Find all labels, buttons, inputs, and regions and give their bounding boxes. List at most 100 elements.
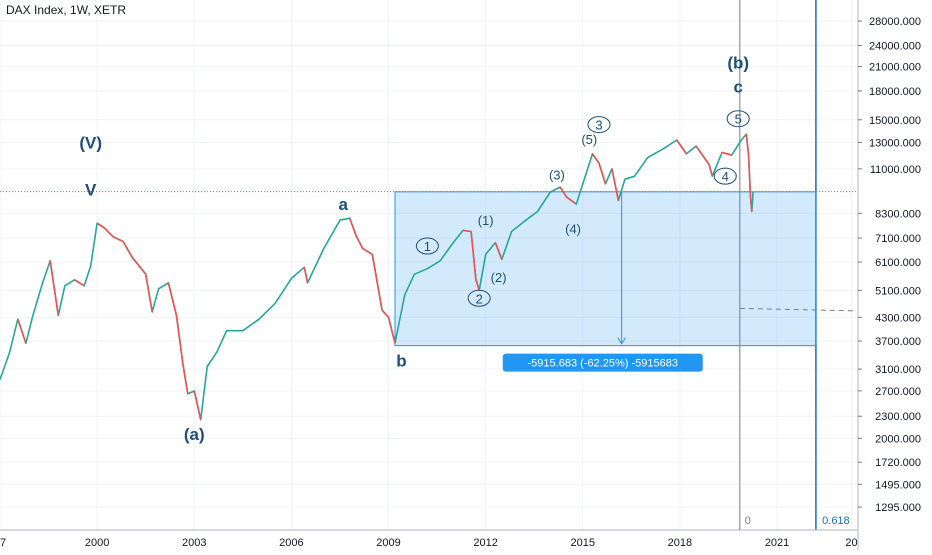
wave-labels: (V) V (a) a b 1 2 (1) (2) (3) (4) (5)3 4 5 c (b) xyxy=(79,54,750,444)
price-tick-label: 3100.000 xyxy=(875,364,921,376)
wave-label: V xyxy=(85,180,97,199)
price-down-segment xyxy=(96,222,105,228)
price-down-segment xyxy=(49,260,60,316)
price-down-segment xyxy=(122,241,134,259)
price-down-segment xyxy=(175,315,184,365)
price-tick-label: 2700.000 xyxy=(875,386,921,398)
fib-zone-label: 0 xyxy=(745,515,751,527)
price-down-segment xyxy=(112,236,124,243)
price-down-segment xyxy=(303,267,309,283)
time-tick-label: 2012 xyxy=(473,537,497,549)
price-down-segment xyxy=(745,134,750,156)
price-down-segment xyxy=(591,153,600,164)
wave-label: b xyxy=(396,352,406,371)
wave-label: (5) xyxy=(581,132,597,147)
wave-label: 2 xyxy=(476,291,483,306)
price-down-segment xyxy=(695,145,710,166)
wave-label: 1 xyxy=(424,239,431,254)
price-down-segment xyxy=(381,309,390,318)
time-tick-label: 97 xyxy=(0,537,6,549)
price-down-segment xyxy=(362,247,373,256)
price-down-segment xyxy=(566,196,577,205)
price-tick-label: 1295.000 xyxy=(875,502,921,514)
wave-circle xyxy=(467,289,491,307)
price-down-segment xyxy=(611,168,620,201)
price-down-segment xyxy=(721,151,732,156)
wave-label: (1) xyxy=(478,213,494,228)
price-down-segment xyxy=(371,254,383,311)
price-axis-bg xyxy=(858,0,932,550)
measure-box: -5915.683 (-62.25%) -5915683 xyxy=(394,191,817,372)
price-down-segment xyxy=(103,226,114,238)
wave-circle xyxy=(726,110,750,128)
fib-zone-label: 0.618 xyxy=(822,515,850,527)
time-tick-label: 2006 xyxy=(279,537,303,549)
wave-label: 5 xyxy=(735,112,742,127)
price-tick-label: 18000.000 xyxy=(869,86,921,98)
wave-label: 3 xyxy=(595,118,602,133)
measure-label: -5915.683 (-62.25%) -5915683 xyxy=(528,358,678,370)
price-down-segment xyxy=(462,229,472,233)
wave-label: (a) xyxy=(184,425,205,444)
wave-label: (2) xyxy=(491,270,507,285)
price-down-segment xyxy=(470,231,477,280)
chart-title: DAX Index, 1W, XETR xyxy=(6,3,127,17)
price-down-segment xyxy=(17,318,27,344)
wave-label: (3) xyxy=(549,168,565,183)
price-down-segment xyxy=(676,139,688,155)
price-down-segment xyxy=(387,317,396,344)
grid xyxy=(0,0,858,530)
measure-rect xyxy=(394,191,817,347)
wave-label: (V) xyxy=(79,134,102,153)
price-down-segment xyxy=(167,282,178,316)
price-down-segment xyxy=(355,235,364,249)
price-down-segment xyxy=(747,155,752,198)
price-tick-label: 6100.000 xyxy=(875,257,921,269)
wave-circle xyxy=(587,116,611,134)
price-down-segment xyxy=(598,162,607,185)
time-tick-label: 2009 xyxy=(376,537,400,549)
price-tick-label: 21000.000 xyxy=(869,62,921,74)
wave-circle xyxy=(415,237,439,255)
wave-circle xyxy=(713,167,737,185)
price-down-segment xyxy=(138,265,147,275)
price-tick-label: 1720.000 xyxy=(875,457,921,469)
time-tick-label: 20 xyxy=(845,537,857,549)
price-down-segment xyxy=(708,164,714,177)
wave-label: (b) xyxy=(727,54,749,73)
price-down-segment xyxy=(144,274,153,313)
time-tick-label: 2018 xyxy=(668,537,692,549)
price-tick-label: 28000.000 xyxy=(869,16,921,28)
price-down-segment xyxy=(559,186,568,198)
wave-label: (4) xyxy=(565,221,581,236)
wave-label: c xyxy=(733,77,742,96)
time-tick-label: 2000 xyxy=(85,537,109,549)
price-tick-label: 7100.000 xyxy=(875,233,921,245)
price-tick-label: 4300.000 xyxy=(875,312,921,324)
wave-label: a xyxy=(338,195,348,214)
price-down-segment xyxy=(475,279,480,291)
measure-label-box xyxy=(502,353,703,372)
price-tick-label: 13000.000 xyxy=(869,137,921,149)
measure-arrowhead xyxy=(617,337,627,345)
price-down-segment xyxy=(74,279,85,287)
price-down-segment xyxy=(348,217,357,237)
price-tick-label: 2300.000 xyxy=(875,411,921,423)
price-down-segment xyxy=(132,257,140,267)
price-down-segment xyxy=(494,242,503,260)
price-tick-label: 11000.000 xyxy=(870,164,921,176)
price-tick-label: 3700.000 xyxy=(875,336,921,348)
price-tick-label: 15000.000 xyxy=(869,115,921,127)
time-tick-label: 2003 xyxy=(182,537,206,549)
price-tick-label: 5100.000 xyxy=(875,285,921,297)
time-tick-label: 2021 xyxy=(765,537,789,549)
wave-label: 4 xyxy=(722,169,729,184)
price-tick-label: 1495.000 xyxy=(875,479,921,491)
price-tick-label: 2000.000 xyxy=(875,433,921,445)
price-down-segment xyxy=(749,196,753,212)
price-down-segment xyxy=(193,390,202,420)
projection-line xyxy=(739,307,855,312)
